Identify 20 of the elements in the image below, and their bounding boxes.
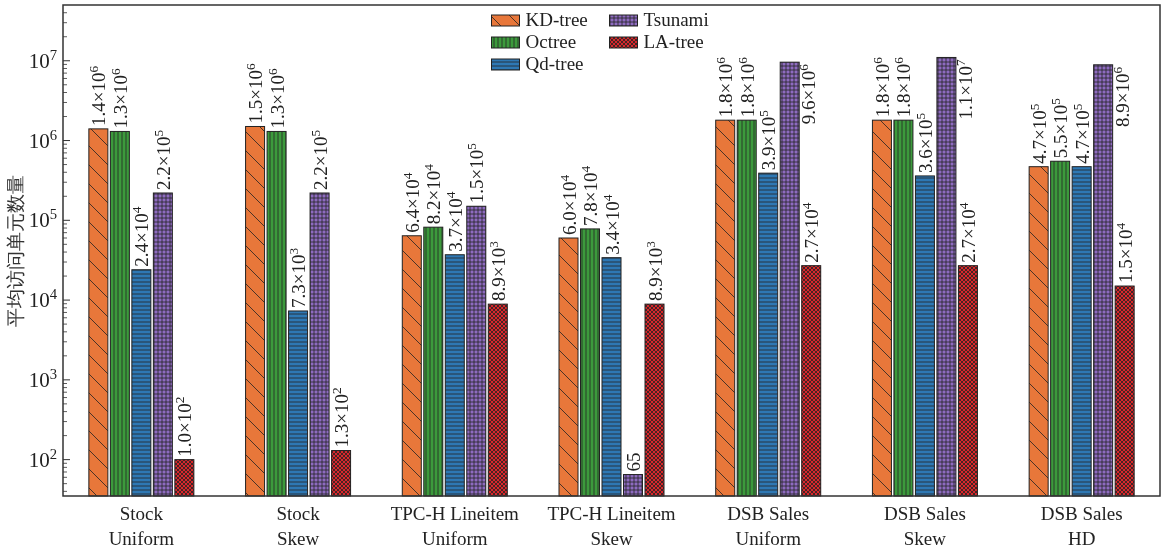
- x-tick-label: DSB Sales Uniform: [727, 503, 810, 549]
- y-tick-label: 10$^{7}$: [28, 46, 57, 73]
- x-tick-label: DSB Sales HD: [1040, 503, 1123, 549]
- y-tick-label: 10$^{5}$: [28, 206, 57, 233]
- x-tick-label: Stock Uniform: [108, 503, 175, 549]
- x-tick-label: TPC-H Lineitem Skew: [547, 503, 676, 549]
- data-label: 65: [623, 452, 644, 472]
- legend-label: KD-tree: [525, 9, 588, 30]
- y-tick-label: 10$^{2}$: [28, 445, 57, 472]
- y-tick-label: 10$^{6}$: [28, 126, 57, 153]
- legend-label: Qd-tree: [525, 53, 584, 74]
- legend-label: Octree: [525, 31, 577, 52]
- x-tick-label: TPC-H Lineitem Uniform: [390, 503, 520, 549]
- y-tick-label: 10$^{3}$: [28, 365, 57, 392]
- y-tick-label: 10$^{4}$: [28, 286, 58, 313]
- x-tick-label: Stock Skew: [276, 503, 321, 549]
- legend-label: LA-tree: [643, 31, 704, 52]
- x-tick-label: DSB Sales Skew: [884, 503, 966, 549]
- legend-label: Tsunami: [643, 9, 709, 30]
- y-axis-title: 平均访问单元数量: [5, 174, 26, 327]
